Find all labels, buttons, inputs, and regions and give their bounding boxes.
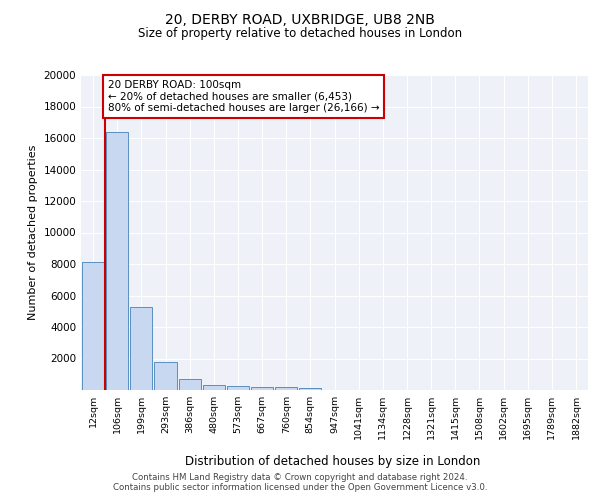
Y-axis label: Number of detached properties: Number of detached properties (28, 145, 38, 320)
Bar (106, 132, 128, 390)
Bar (179, 379, 201, 390)
Bar (203, 386, 225, 390)
Text: Distribution of detached houses by size in London: Distribution of detached houses by size … (185, 454, 481, 468)
Text: 20 DERBY ROAD: 100sqm
← 20% of detached houses are smaller (6,453)
80% of semi-d: 20 DERBY ROAD: 100sqm ← 20% of detached … (108, 80, 380, 113)
Bar (275, 387, 298, 390)
Bar (82, 262, 104, 390)
Text: Contains HM Land Registry data © Crown copyright and database right 2024.
Contai: Contains HM Land Registry data © Crown c… (113, 473, 487, 492)
Bar (227, 386, 249, 390)
Bar (299, 388, 322, 390)
Text: Size of property relative to detached houses in London: Size of property relative to detached ho… (138, 28, 462, 40)
Bar (154, 362, 176, 390)
Bar (251, 387, 273, 390)
Bar (130, 306, 152, 390)
Text: 20, DERBY ROAD, UXBRIDGE, UB8 2NB: 20, DERBY ROAD, UXBRIDGE, UB8 2NB (165, 12, 435, 26)
